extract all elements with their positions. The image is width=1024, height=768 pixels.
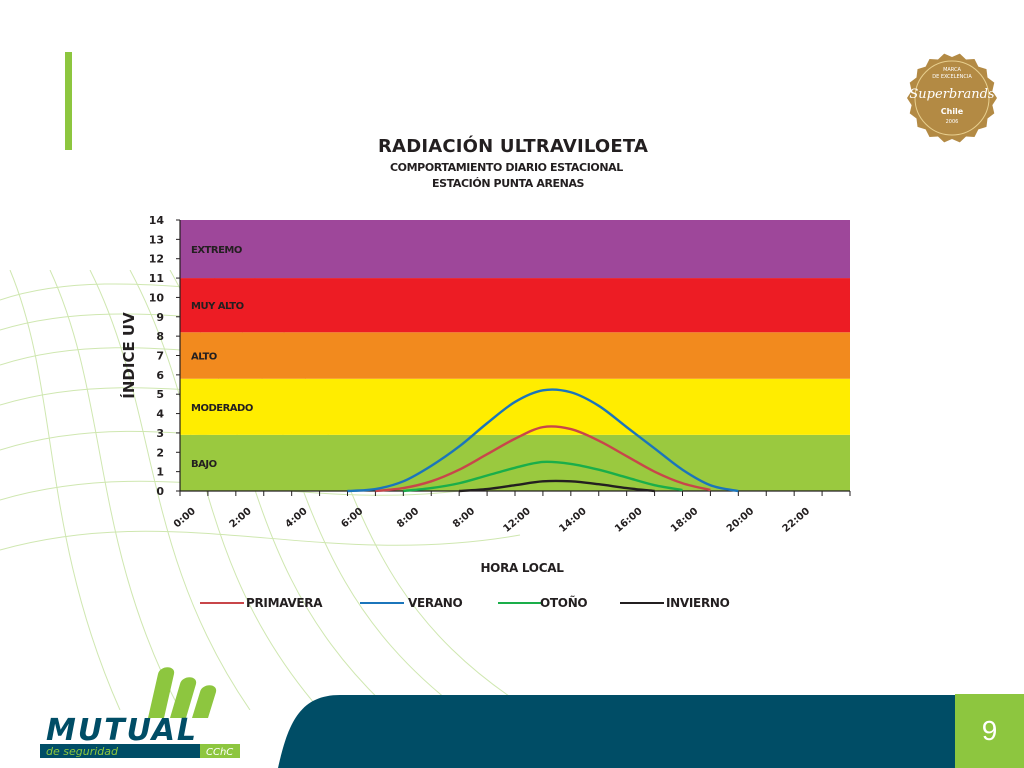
- legend-label: PRIMAVERA: [246, 596, 323, 610]
- x-tick-label: 14:00: [557, 506, 588, 535]
- x-tick-label: 22:00: [781, 506, 812, 535]
- bottom-bar: [278, 695, 955, 768]
- y-tick-label: 7: [156, 350, 164, 363]
- x-tick-label: 0:00: [172, 506, 198, 530]
- x-tick-label: 2:00: [228, 506, 254, 530]
- legend-label: OTOÑO: [540, 595, 587, 610]
- uv-band-muy-alto: [180, 278, 850, 333]
- uv-band-label: MODERADO: [191, 403, 253, 414]
- y-tick-label: 5: [156, 388, 164, 401]
- x-tick-label: 6:00: [339, 506, 365, 530]
- series-line-otoño: [403, 460, 683, 493]
- uv-band-label: MUY ALTO: [191, 301, 244, 312]
- series-line-primavera: [375, 425, 711, 493]
- y-axis-label: ÍNDICE UV: [119, 312, 138, 399]
- chart-title: RADIACIÓN ULTRAVILOETA: [378, 136, 649, 157]
- series-line-invierno: [459, 479, 655, 493]
- uv-band-label: EXTREMO: [191, 245, 242, 256]
- mutual-logo: MUTUAL de seguridad CChC: [40, 667, 240, 758]
- accent-bar: [65, 52, 72, 150]
- superbrands-badge: MARCA DE EXCELENCIA Superbrands Chile 20…: [907, 53, 997, 143]
- y-tick-label: 10: [149, 291, 165, 304]
- uv-band-label: BAJO: [191, 459, 217, 470]
- x-tick-label: 12:00: [501, 506, 532, 535]
- y-tick-label: 4: [156, 408, 164, 421]
- badge-line2: DE EXCELENCIA: [932, 74, 972, 80]
- x-tick-label: 8:00: [395, 506, 421, 530]
- y-tick-label: 0: [156, 485, 164, 498]
- x-tick-label: 4:00: [283, 506, 309, 530]
- logo-suffix: CChC: [206, 747, 233, 758]
- y-tick-label: 9: [156, 311, 164, 324]
- y-tick-label: 11: [149, 272, 164, 285]
- page-number: 9: [981, 715, 998, 746]
- badge-year: 2006: [946, 119, 959, 125]
- chart-subtitle: COMPORTAMIENTO DIARIO ESTACIONAL: [390, 161, 623, 174]
- y-tick-label: 14: [149, 214, 165, 227]
- logo-tagline: de seguridad: [46, 745, 119, 758]
- y-tick-label: 8: [156, 330, 164, 343]
- badge-brand: Superbrands: [909, 87, 994, 102]
- badge-seal-outline: [907, 53, 997, 143]
- x-tick-label: 18:00: [669, 506, 700, 535]
- uv-band-label: ALTO: [191, 352, 217, 363]
- y-tick-label: 3: [156, 427, 164, 440]
- y-tick-label: 1: [156, 466, 164, 479]
- mutual-logo-mark: [148, 667, 217, 718]
- chart-subtitle-station: ESTACIÓN PUNTA ARENAS: [432, 177, 585, 190]
- badge-line1: MARCA: [943, 67, 961, 73]
- x-tick-label: 16:00: [613, 506, 644, 535]
- legend-label: INVIERNO: [666, 596, 730, 610]
- page-number-box: [955, 694, 1024, 768]
- y-tick-label: 2: [156, 446, 164, 459]
- legend-label: VERANO: [408, 596, 463, 610]
- y-tick-label: 12: [149, 253, 164, 266]
- y-tick-label: 6: [156, 369, 164, 382]
- x-tick-label: 20:00: [725, 506, 756, 535]
- badge-seal-ring: [914, 60, 990, 136]
- x-axis-label: HORA LOCAL: [480, 561, 564, 575]
- series-line-verano: [347, 388, 739, 493]
- x-tick-label: 8:00: [451, 506, 477, 530]
- y-tick-label: 13: [149, 233, 164, 246]
- uv-band-extremo: [180, 220, 850, 279]
- badge-country: Chile: [941, 107, 964, 116]
- uv-band-moderado: [180, 378, 850, 435]
- uv-band-bajo: [180, 434, 850, 491]
- logo-name: MUTUAL: [46, 713, 198, 748]
- uv-band-alto: [180, 332, 850, 379]
